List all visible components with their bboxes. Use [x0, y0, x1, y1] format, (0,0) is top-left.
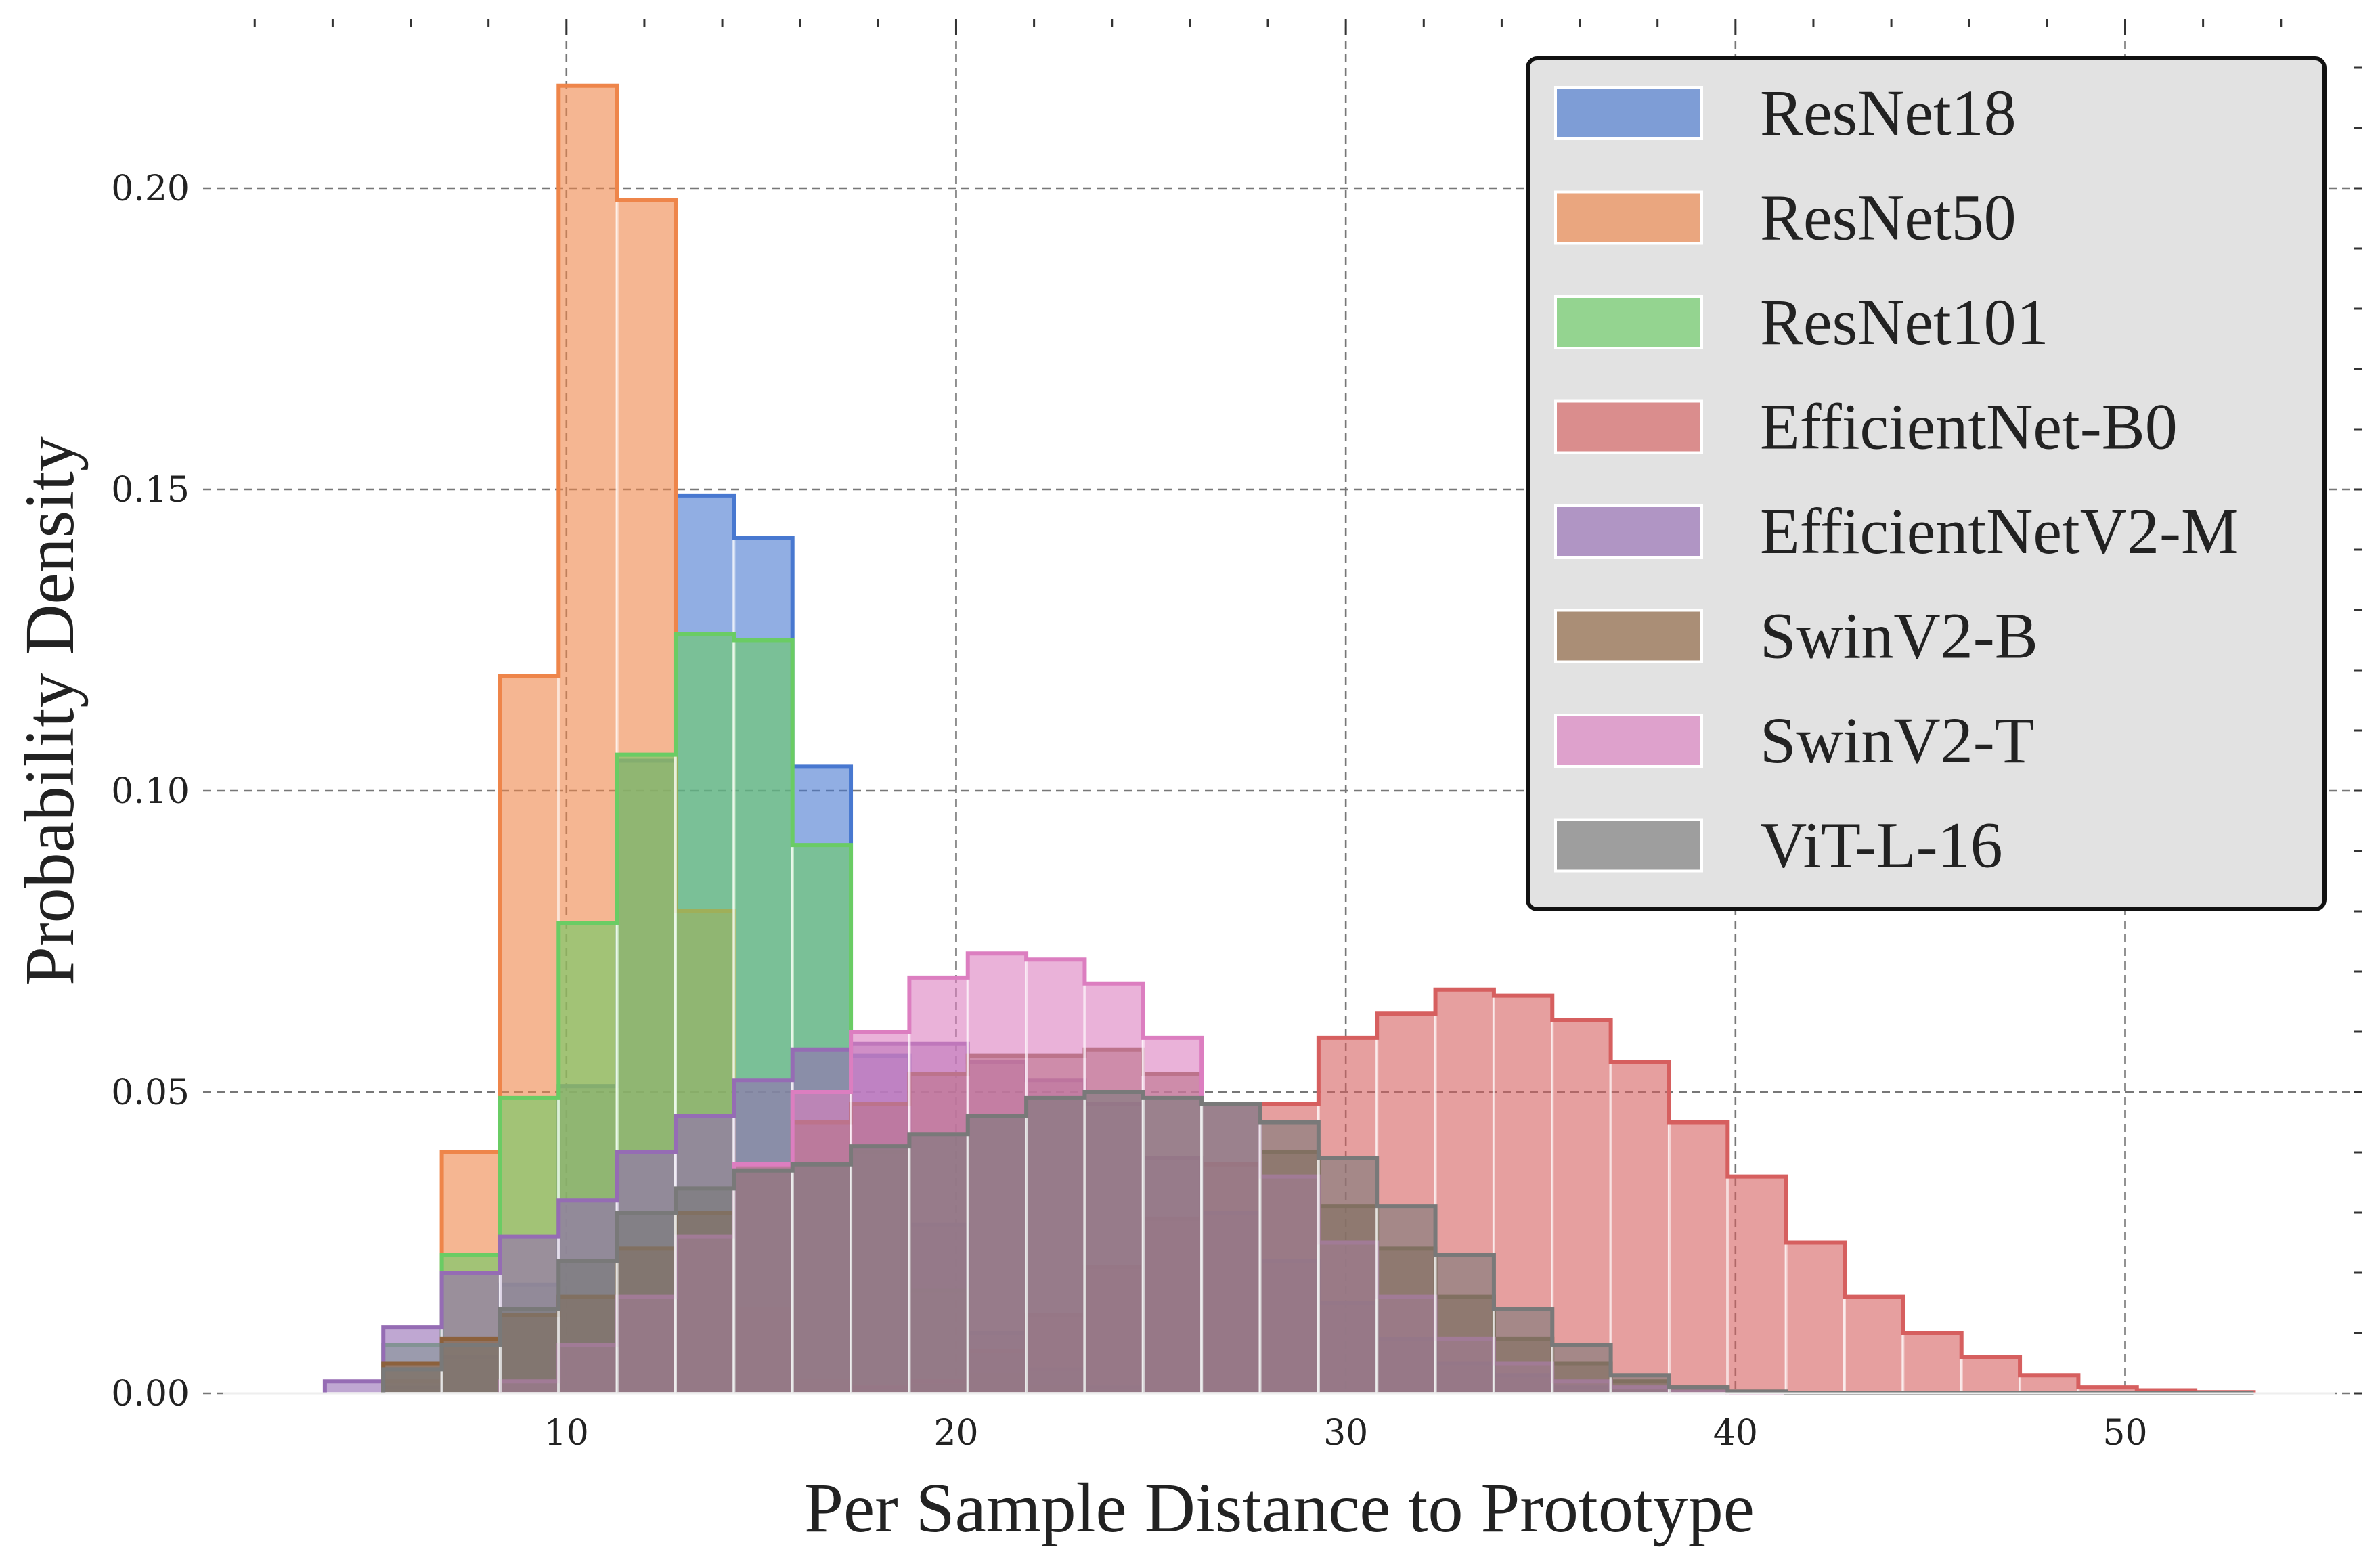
- legend-swatch: [1554, 609, 1703, 663]
- histogram-bar: [908, 1133, 969, 1395]
- histogram-bar: [1609, 1060, 1671, 1395]
- histogram-bar: [1667, 1120, 1729, 1395]
- histogram-bar: [2019, 1374, 2080, 1395]
- x-tick-label: 10: [544, 1413, 589, 1454]
- y-tick-label: 0.05: [111, 1072, 190, 1113]
- histogram-bar: [1551, 1343, 1612, 1395]
- legend-label: ResNet101: [1760, 286, 2049, 358]
- x-tick-label: 20: [933, 1413, 978, 1454]
- histogram-bar: [1375, 1205, 1437, 1395]
- legend-label: ResNet18: [1760, 77, 2017, 149]
- histogram-bar: [1726, 1175, 1788, 1395]
- x-tick-label: 40: [1713, 1413, 1758, 1454]
- y-tick-label: 0.10: [111, 771, 190, 812]
- histogram-bar: [498, 1307, 560, 1395]
- legend: ResNet18 ResNet50 ResNet101 EfficientNet-B0…: [1526, 56, 2327, 911]
- legend-swatch: [1554, 504, 1703, 559]
- histogram-bars: [322, 83, 2256, 1395]
- legend-label: ViT-L-16: [1760, 809, 2003, 881]
- histogram-bar: [1843, 1295, 1905, 1395]
- legend-swatch: [1554, 190, 1703, 245]
- legend-label: EfficientNet-B0: [1760, 391, 2178, 463]
- histogram-bar: [1551, 1018, 1612, 1395]
- y-axis-label: Probability Density: [11, 436, 89, 986]
- histogram-outline: [381, 1090, 2254, 1395]
- legend-swatch: [1554, 818, 1703, 873]
- y-tick-label: 0.00: [111, 1374, 190, 1414]
- histogram-bar: [1492, 1307, 1554, 1395]
- histogram-bar: [732, 1169, 794, 1395]
- histogram-bar: [1258, 1120, 1320, 1395]
- histogram-bar: [1960, 1355, 2022, 1395]
- histogram-bar: [382, 1368, 443, 1395]
- histogram-bar: [850, 1145, 911, 1395]
- histogram-bar: [615, 1211, 677, 1395]
- legend-label: SwinV2-B: [1760, 600, 2038, 672]
- x-axis-label: Per Sample Distance to Prototype: [804, 1469, 1755, 1547]
- legend-label: ResNet50: [1760, 181, 2017, 254]
- y-tick-label: 0.15: [111, 470, 190, 510]
- legend-frame: [1526, 56, 2327, 911]
- histogram-bar: [557, 1259, 619, 1395]
- axis-ticks: [223, 19, 2362, 1395]
- histogram-bar: [1901, 1332, 1963, 1395]
- histogram-bar: [1784, 1241, 1847, 1395]
- histogram-bar: [440, 1343, 502, 1395]
- x-tick-label: 50: [2102, 1413, 2147, 1454]
- histogram-bar: [1317, 1156, 1379, 1395]
- histogram-bar: [966, 1114, 1028, 1395]
- histogram-bar: [1141, 1096, 1204, 1395]
- histogram-bar: [1434, 1253, 1495, 1395]
- histogram-bar: [791, 1162, 853, 1395]
- y-tick-label: 0.20: [111, 169, 190, 209]
- histogram-bar: [674, 1187, 736, 1395]
- x-tick-label: 30: [1323, 1413, 1368, 1454]
- legend-swatch: [1554, 714, 1703, 768]
- histogram-bar: [1083, 1091, 1145, 1395]
- histogram-bar: [1609, 1374, 1671, 1395]
- legend-swatch: [1554, 86, 1703, 140]
- legend-swatch: [1554, 295, 1703, 349]
- tick-labels: 10 20 30 40 50 0.00 0.05 0.10 0.15 0.20: [111, 169, 2147, 1454]
- legend-label: EfficientNetV2-M: [1760, 495, 2239, 567]
- histogram-bar: [1025, 1096, 1086, 1395]
- legend-label: SwinV2-T: [1760, 704, 2034, 777]
- histogram-bar: [1200, 1102, 1262, 1395]
- legend-swatch: [1554, 399, 1703, 454]
